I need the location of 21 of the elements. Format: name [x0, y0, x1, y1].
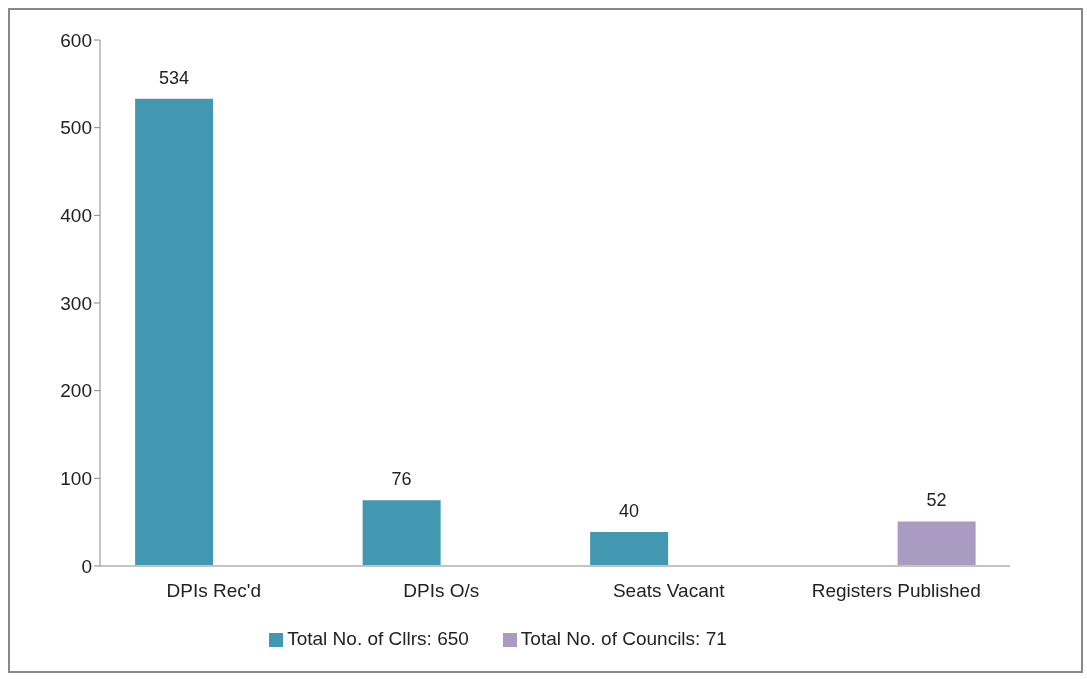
x-tick-label: Seats Vacant — [612, 580, 726, 602]
x-tick-label: Registers Published — [811, 580, 981, 602]
y-tick-label: 500 — [60, 117, 92, 139]
x-tick-label: DPIs Rec'd — [166, 580, 261, 602]
data-label: 534 — [159, 67, 190, 88]
bar — [588, 529, 671, 566]
bar — [895, 519, 978, 566]
y-tick-label: 600 — [60, 29, 92, 51]
bar — [133, 96, 216, 566]
legend-label: Total No. of Cllrs: 650 — [287, 628, 469, 649]
legend-label: Total No. of Councils: 71 — [520, 628, 727, 649]
data-label: 40 — [619, 500, 640, 521]
y-tick-label: 300 — [60, 292, 92, 314]
x-tick-label: DPIs O/s — [403, 580, 480, 602]
data-label: 76 — [391, 469, 412, 490]
y-tick-label: 100 — [60, 468, 92, 490]
y-tick-label: 200 — [60, 380, 92, 402]
data-label: 52 — [926, 490, 947, 511]
bar — [360, 498, 443, 566]
y-tick-label: 0 — [81, 555, 92, 577]
y-tick-label: 400 — [60, 205, 92, 227]
